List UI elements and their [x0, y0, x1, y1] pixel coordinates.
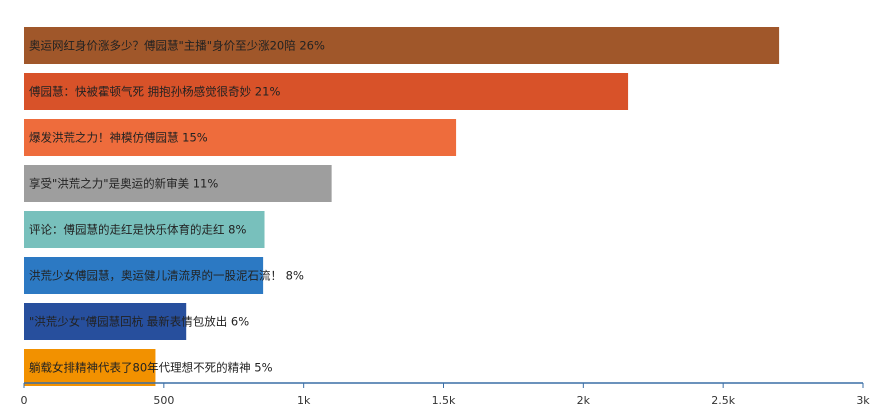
bar-8[interactable]	[24, 349, 156, 386]
x-tick-label-0: 0	[21, 394, 28, 407]
x-tick-label-5: 2.5k	[711, 394, 735, 407]
bar-2[interactable]	[24, 73, 629, 110]
x-tick-label-3: 1.5k	[432, 394, 456, 407]
bar-6[interactable]	[24, 257, 264, 294]
bar-label-6: 洪荒少女傅园慧，奥运健儿清流界的一股泥石流！ 8%	[29, 269, 304, 283]
bar-label-2: 傅园慧：快被霍顿气死 拥抱孙杨感觉很奇妙 21%	[29, 85, 280, 99]
bar-1[interactable]	[24, 27, 780, 64]
bars-group	[24, 27, 780, 386]
bar-7[interactable]	[24, 303, 187, 340]
bar-label-1: 奥运网红身价涨多少？傅园慧"主播"身价至少涨20陪 26%	[29, 39, 325, 53]
bar-label-7: "洪荒少女"傅园慧回杭 最新表情包放出 6%	[29, 315, 249, 329]
x-tick-label-2: 1k	[297, 394, 311, 407]
bar-labels-group: 奥运网红身价涨多少？傅园慧"主播"身价至少涨20陪 26% 傅园慧：快被霍顿气死 …	[29, 39, 325, 375]
bar-label-4: 享受"洪荒之力"是奥运的新审美 11%	[29, 177, 218, 191]
bar-5[interactable]	[24, 211, 265, 248]
x-tick-label-1: 500	[153, 394, 174, 407]
x-tick-label-6: 3k	[856, 394, 870, 407]
bar-4[interactable]	[24, 165, 332, 202]
bar-label-5: 评论：傅园慧的走红是快乐体育的走红 8%	[29, 223, 246, 237]
x-axis-ticks-group: 0 500 1k 1.5k 2k 2.5k 3k	[21, 383, 870, 407]
bar-3[interactable]	[24, 119, 457, 156]
bar-label-8: 躺载女排精神代表了80年代理想不死的精神 5%	[29, 361, 273, 375]
bar-label-3: 爆发洪荒之力！神模仿傅园慧 15%	[29, 131, 208, 145]
x-tick-label-4: 2k	[577, 394, 591, 407]
